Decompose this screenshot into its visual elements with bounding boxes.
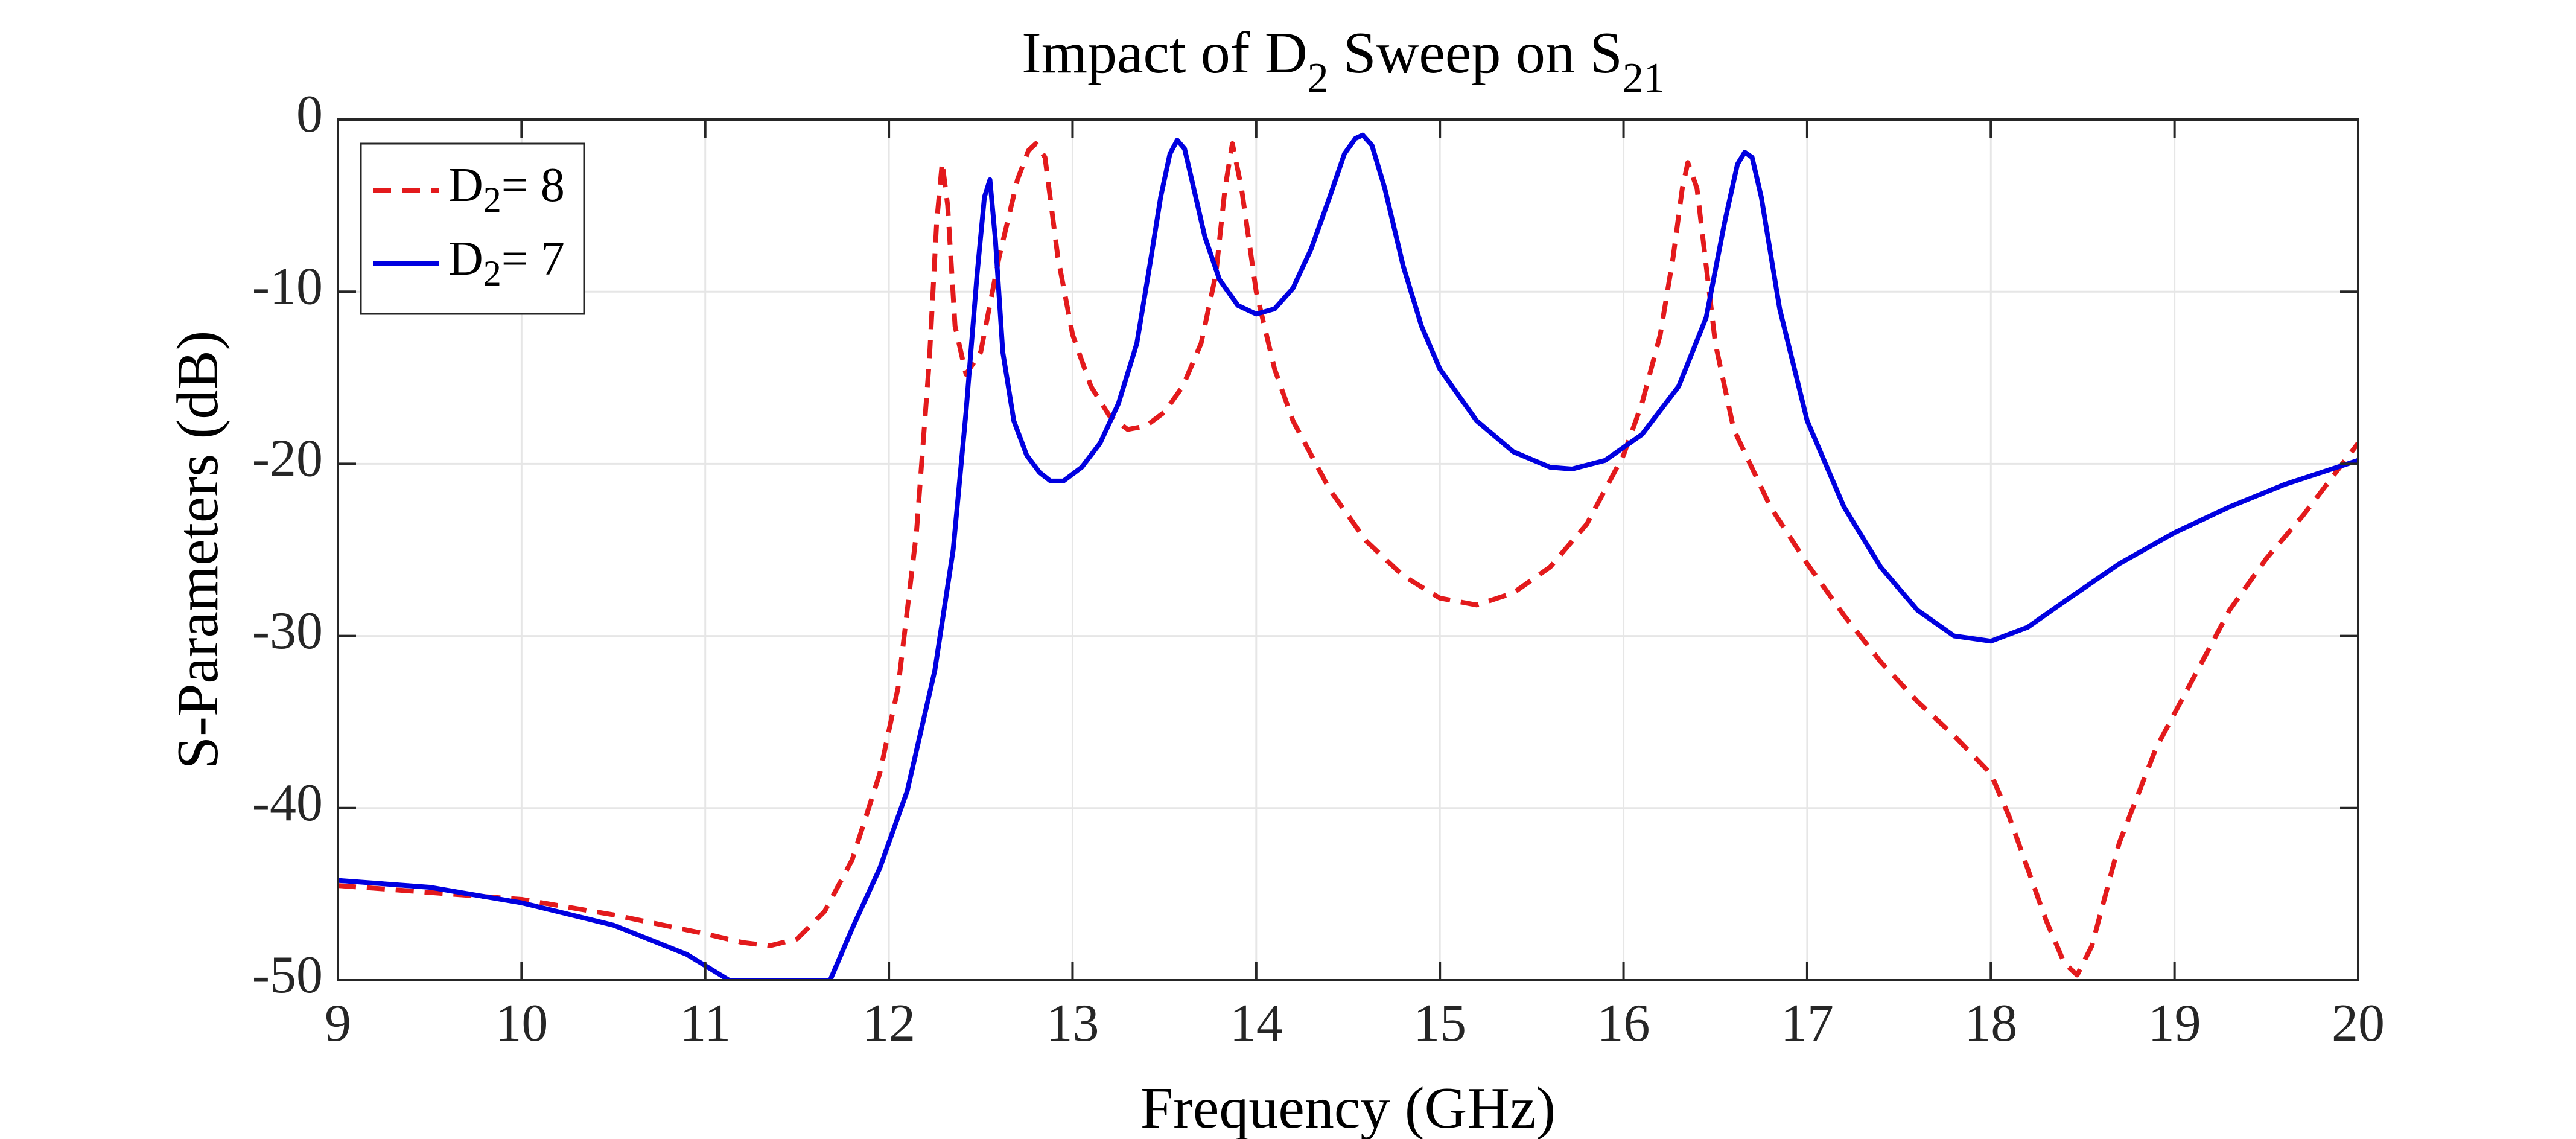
y-tick-label: -50 [252,946,323,1004]
series-line-d2-7 [338,132,2358,980]
axes-frame [337,118,2359,981]
x-tick-label: 9 [325,994,351,1053]
legend-label-d2-8: D2= 8 [448,159,565,219]
legend-box [360,142,585,315]
tick-labels: 9 10 11 12 13 14 15 16 17 18 19 20 0 -10 -20 -30 -40 -50 [252,85,2385,1053]
axis-ticks [337,118,2359,981]
y-tick-label: -10 [252,257,323,316]
y-axis-label: S-Parameters (dB) [165,331,231,770]
x-tick-label: 11 [679,994,731,1053]
x-tick-label: 13 [1046,994,1099,1053]
x-tick-label: 14 [1230,994,1283,1053]
x-tick-label: 18 [1964,994,2017,1053]
x-axis-label: Frequency (GHz) [1140,1076,1556,1139]
x-tick-label: 10 [495,994,548,1053]
x-tick-label: 15 [1413,994,1466,1053]
legend-label-d2-7: D2= 7 [448,232,565,293]
y-tick-label: -40 [252,774,323,832]
chart-title: Impact of D2 Sweep on S21 [1022,21,1665,101]
x-tick-label: 12 [862,994,915,1053]
x-tick-label: 16 [1597,994,1650,1053]
y-tick-label: -20 [252,430,323,488]
x-tick-label: 17 [1781,994,1834,1053]
series-group [338,132,2358,980]
series-line-d2-8 [338,141,2358,978]
y-tick-label: 0 [296,85,323,144]
x-tick-label: 19 [2148,994,2201,1053]
legend: D2= 8 D2= 7 [360,142,585,315]
x-tick-label: 20 [2332,994,2385,1053]
y-tick-label: -30 [252,602,323,660]
plot-area [338,120,2358,980]
